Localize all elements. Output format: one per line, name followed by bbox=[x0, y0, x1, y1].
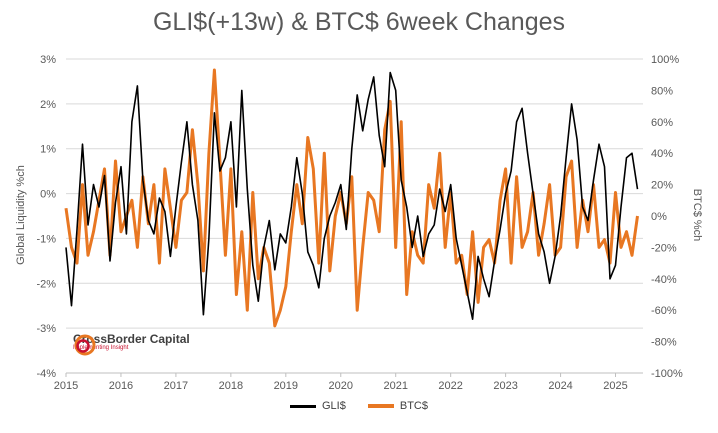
left-tick-label: 2% bbox=[40, 99, 56, 111]
right-tick-label: -80% bbox=[651, 337, 677, 349]
chart-title: GLI$(+13w) & BTC$ 6week Changes bbox=[152, 8, 565, 36]
x-tick-label: 2023 bbox=[493, 380, 517, 392]
x-tick-label: 2021 bbox=[383, 380, 407, 392]
right-tick-label: 0% bbox=[651, 211, 667, 223]
right-tick-label: 100% bbox=[651, 54, 679, 66]
series-line-gli bbox=[65, 71, 639, 321]
x-tick-label: 2020 bbox=[329, 380, 353, 392]
legend-item-gli: GLI$ bbox=[290, 400, 346, 412]
right-tick-label: 40% bbox=[651, 148, 673, 160]
right-tick-label: -20% bbox=[651, 242, 677, 254]
legend-item-btc: BTC$ bbox=[367, 400, 428, 412]
x-tick-label: 2022 bbox=[438, 380, 462, 392]
x-tick-label: 2024 bbox=[548, 380, 572, 392]
legend-swatch-btc bbox=[367, 404, 394, 408]
right-tick-label: 80% bbox=[651, 85, 673, 97]
left-tick-label: -2% bbox=[36, 278, 56, 290]
left-tick-label: -1% bbox=[36, 233, 56, 245]
x-tick-label: 2017 bbox=[164, 380, 188, 392]
x-tick-label: 2016 bbox=[109, 380, 133, 392]
crossborder-logo: CrossBorder Capital Implementing Insight bbox=[73, 332, 190, 356]
logo-tagline: Implementing Insight bbox=[73, 345, 129, 351]
logo-brand-text: CrossBorder Capital bbox=[73, 332, 190, 346]
x-tick-label: 2018 bbox=[219, 380, 243, 392]
logo-swirl-icon bbox=[74, 334, 96, 356]
legend-label-btc: BTC$ bbox=[399, 400, 428, 412]
x-tick-label: 2025 bbox=[603, 380, 627, 392]
right-tick-label: 60% bbox=[651, 117, 673, 129]
left-tick-label: 0% bbox=[40, 189, 56, 201]
legend-swatch-gli bbox=[290, 404, 316, 408]
x-tick-label: 2015 bbox=[54, 380, 78, 392]
right-tick-label: -100% bbox=[651, 368, 683, 380]
chart-legend: GLI$ BTC$ bbox=[0, 400, 718, 412]
left-tick-label: 3% bbox=[40, 54, 56, 66]
legend-label-gli: GLI$ bbox=[322, 400, 346, 412]
left-tick-label: -4% bbox=[36, 368, 56, 380]
right-tick-label: -40% bbox=[651, 274, 677, 286]
series-line-btc bbox=[64, 68, 639, 328]
right-tick-label: -60% bbox=[651, 305, 677, 317]
right-tick-label: 20% bbox=[651, 180, 673, 192]
left-tick-label: -3% bbox=[36, 323, 56, 335]
x-tick-label: 2019 bbox=[274, 380, 298, 392]
left-tick-label: 1% bbox=[40, 144, 56, 156]
